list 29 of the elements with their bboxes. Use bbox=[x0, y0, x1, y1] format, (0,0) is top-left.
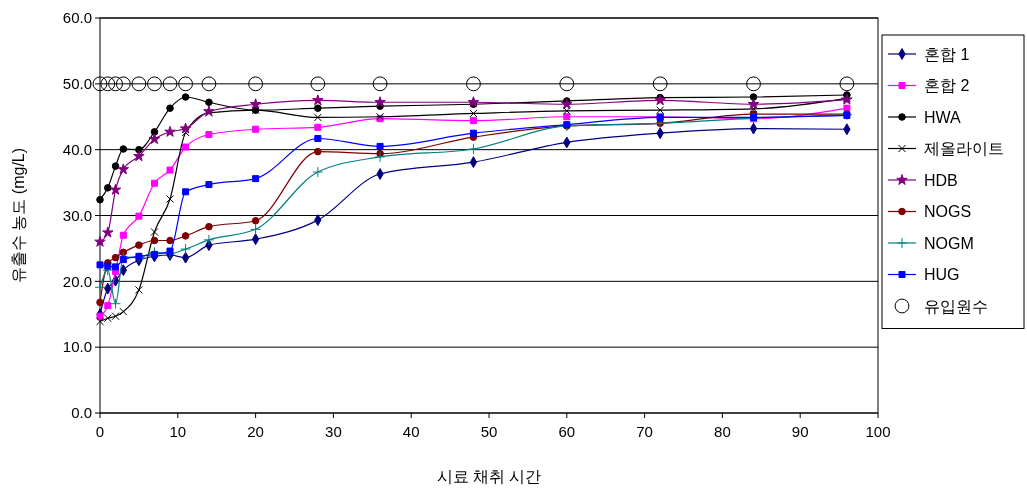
y-tick-label: 20.0 bbox=[62, 272, 92, 290]
x-tick-label: 30 bbox=[325, 423, 342, 440]
legend-label: 혼합 1 bbox=[924, 45, 970, 63]
x-tick-label: 90 bbox=[791, 423, 809, 440]
legend-label: 유입원수 bbox=[924, 297, 988, 315]
legend-label: NOGM bbox=[924, 234, 974, 252]
legend-label: 혼합 2 bbox=[924, 77, 970, 95]
x-axis-title: 시료 채취 시간 bbox=[436, 468, 542, 485]
x-tick-label: 70 bbox=[636, 423, 653, 440]
y-tick-label: 40.0 bbox=[62, 140, 92, 158]
x-tick-label: 40 bbox=[402, 423, 420, 440]
x-tick-label: 80 bbox=[714, 423, 731, 440]
y-tick-label: 60.0 bbox=[62, 9, 92, 27]
x-tick-label: 60 bbox=[558, 423, 576, 440]
x-tick-label: 10 bbox=[169, 423, 187, 440]
legend-label: HDB bbox=[924, 171, 958, 189]
x-tick-label: 100 bbox=[865, 423, 891, 440]
y-tick-label: 30.0 bbox=[62, 206, 92, 224]
legend-label: HUG bbox=[924, 266, 960, 284]
y-axis-title: 유출수 농도 (mg/L) bbox=[10, 147, 27, 284]
legend-label: 제올라이트 bbox=[924, 140, 1004, 158]
y-tick-label: 50.0 bbox=[62, 75, 92, 93]
y-tick-label: 10.0 bbox=[62, 338, 92, 356]
x-tick-label: 0 bbox=[95, 423, 105, 440]
legend-label: NOGS bbox=[924, 203, 972, 221]
x-tick-label: 50 bbox=[480, 423, 498, 440]
x-tick-label: 20 bbox=[247, 423, 264, 440]
legend-label: HWA bbox=[924, 108, 962, 126]
y-tick-label: 0.0 bbox=[71, 404, 92, 422]
